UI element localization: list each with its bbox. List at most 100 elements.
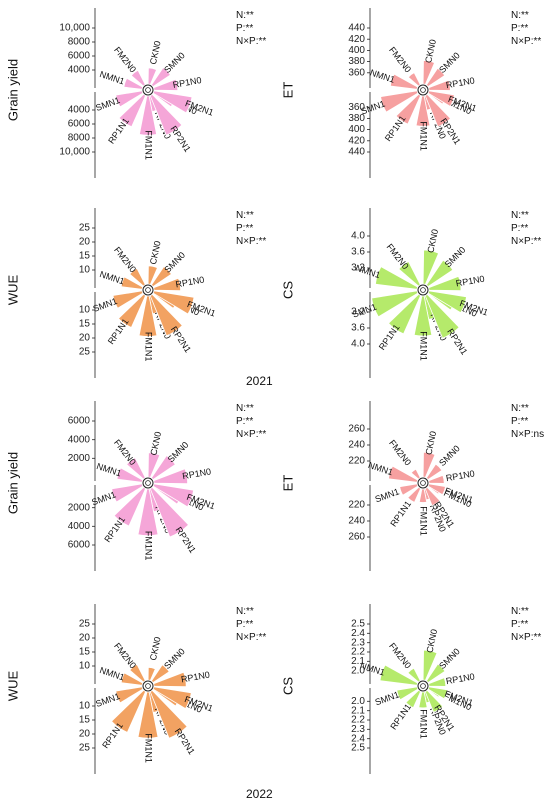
- center-marker: [417, 84, 429, 96]
- category-label-rp1n0: RP1N0: [445, 671, 475, 686]
- upper-tick-label: 2.3: [351, 637, 365, 648]
- bar-nmn1: [389, 73, 419, 90]
- bar-fm2n1: [427, 483, 446, 496]
- category-label-rp1n1: RP1N1: [100, 721, 125, 751]
- bar-fm2n1: [152, 290, 195, 315]
- bar-ckn0: [147, 67, 158, 86]
- category-label-fm1n1: FM1N1: [144, 332, 154, 362]
- bar-smn0: [425, 663, 446, 684]
- significance-annotation: N:**: [236, 10, 254, 21]
- significance-annotation: N:**: [236, 403, 254, 414]
- category-label-fm2n0: FM2N0: [387, 45, 413, 74]
- category-label-rp1n0: RP1N0: [175, 275, 205, 290]
- bar-smn1: [115, 90, 144, 108]
- significance-annotation: P:**: [236, 619, 253, 630]
- lower-tick-label: 3.6: [351, 323, 365, 334]
- category-label-rp2n1: RP2N1: [169, 325, 193, 355]
- radial-chart: RP2N0FM1N0RP1N0SMN0CKN0FM2N0NMN1SMN1RP1N…: [5, 401, 266, 571]
- category-label-smn0: SMN0: [437, 443, 462, 468]
- upper-tick-label: 220: [348, 456, 365, 467]
- category-label-smn1: SMN1: [90, 489, 117, 507]
- category-label-rp2n1: RP2N1: [173, 726, 197, 756]
- center-marker-inner: [145, 287, 151, 293]
- lower-tick-label: 2.0: [351, 696, 365, 707]
- upper-tick-label: 2.0: [351, 665, 365, 676]
- lower-tick-label: 380: [348, 113, 365, 124]
- upper-tick-label: 20: [79, 237, 91, 248]
- category-label-fm1n1: FM1N1: [419, 331, 429, 361]
- upper-tick-label: 10: [79, 265, 91, 276]
- lower-tick-label: 440: [348, 147, 365, 158]
- upper-tick-label: 15: [79, 251, 91, 262]
- category-label-rp1n0: RP1N0: [172, 75, 202, 90]
- upper-tick-label: 15: [79, 647, 91, 658]
- upper-tick-label: 2.1: [351, 656, 365, 667]
- bar-fm2n0: [129, 663, 146, 683]
- category-label-smn1: SMN1: [374, 689, 401, 707]
- upper-tick-label: 4000: [68, 434, 91, 445]
- bar-rp1n1: [117, 293, 147, 329]
- upper-tick-label: 6000: [68, 416, 91, 427]
- center-marker-inner: [145, 87, 151, 93]
- category-label-fm2n0: FM2N0: [112, 245, 138, 274]
- category-label-smn1: SMN1: [94, 95, 121, 113]
- category-label-fm1n1: FM1N1: [419, 121, 429, 151]
- bar-smn0: [425, 67, 446, 88]
- bar-rp1n1: [110, 689, 147, 733]
- radial-chart: RP2N0FM1N0RP1N0SMN0CKN0FM2N0NMN1SMN1RP1N…: [280, 208, 541, 378]
- bar-fm1n1: [138, 295, 158, 337]
- bar-fm2n1: [427, 90, 455, 107]
- bar-rp2n1: [149, 689, 188, 739]
- y-axis-title: Grain yield: [5, 59, 20, 121]
- bar-fm1n1: [418, 691, 428, 709]
- category-label-ckn0: CKN0: [425, 228, 440, 254]
- bar-smn1: [396, 686, 419, 701]
- upper-tick-label: 2.4: [351, 628, 365, 639]
- upper-tick-label: 240: [348, 440, 365, 451]
- lower-tick-label: 4000: [68, 521, 91, 532]
- bar-smn0: [425, 259, 454, 288]
- bar-rp1n1: [405, 689, 422, 709]
- lower-tick-label: 15: [79, 715, 91, 726]
- significance-annotation: N×P:**: [236, 236, 266, 247]
- significance-annotation: N:**: [236, 210, 254, 221]
- bar-fm2n1: [427, 290, 467, 314]
- panel-grain-yield-2022: RP2N0FM1N0RP1N0SMN0CKN0FM2N0NMN1SMN1RP1N…: [0, 393, 275, 583]
- y-axis-title: CS: [280, 677, 295, 695]
- upper-tick-label: 3.2: [351, 263, 365, 274]
- year-label-2021: 2021: [246, 374, 273, 388]
- lower-tick-label: 2000: [68, 502, 91, 513]
- upper-tick-label: 2.2: [351, 647, 365, 658]
- bar-fm1n1: [137, 488, 159, 537]
- bar-rp1n1: [113, 486, 147, 527]
- category-label-fm1n1: FM1N1: [144, 531, 154, 561]
- category-label-nmn1: NMN1: [98, 69, 125, 86]
- bar-nmn1: [379, 664, 419, 686]
- lower-tick-label: 220: [348, 500, 365, 511]
- category-label-ckn0: CKN0: [148, 431, 163, 457]
- lower-tick-label: 25: [79, 743, 91, 754]
- category-label-fm2n0: FM2N0: [112, 641, 138, 670]
- bar-smn0: [150, 67, 171, 88]
- bar-rp2n1: [149, 93, 183, 136]
- bar-rp2n1: [424, 689, 444, 713]
- bar-rp1n1: [387, 293, 422, 335]
- bar-smn0: [150, 265, 173, 288]
- category-label-fm2n0: FM2N0: [387, 641, 413, 670]
- bar-ckn0: [422, 649, 438, 682]
- significance-annotation: P:**: [511, 416, 528, 427]
- upper-tick-label: 3.6: [351, 247, 365, 258]
- category-label-smn0: SMN0: [437, 646, 462, 671]
- bar-fm1n1: [418, 488, 428, 503]
- significance-annotation: N×P:**: [236, 36, 266, 47]
- upper-tick-label: 2000: [68, 453, 91, 464]
- category-label-smn0: SMN0: [162, 250, 187, 275]
- bar-rp2n1: [424, 486, 441, 507]
- lower-tick-label: 10: [79, 305, 91, 316]
- center-marker: [142, 84, 154, 96]
- category-label-rp1n0: RP1N0: [180, 670, 210, 685]
- panel-wue-2022: RP2N0FM1N0RP1N0SMN0CKN0FM2N0NMN1SMN1RP1N…: [0, 596, 275, 786]
- bar-ckn0: [422, 451, 436, 479]
- radial-chart: RP2N0FM1N0RP1N0SMN0CKN0FM2N0NMN1SMN1RP1N…: [5, 604, 266, 774]
